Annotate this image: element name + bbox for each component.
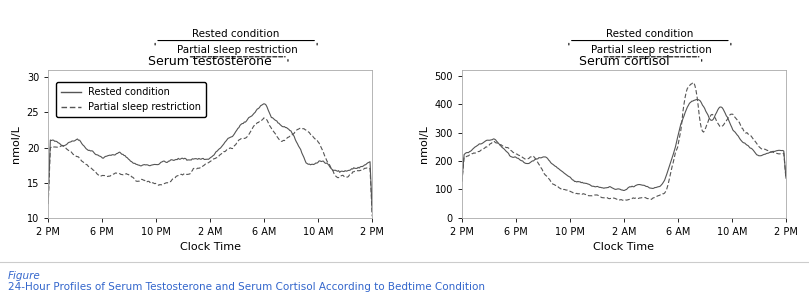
Text: Partial sleep restriction: Partial sleep restriction bbox=[177, 45, 298, 55]
X-axis label: Clock Time: Clock Time bbox=[594, 242, 654, 252]
Text: Figure: Figure bbox=[8, 271, 40, 281]
X-axis label: Clock Time: Clock Time bbox=[180, 242, 241, 252]
Text: Partial sleep restriction: Partial sleep restriction bbox=[591, 45, 712, 55]
Text: 24-Hour Profiles of Serum Testosterone and Serum Cortisol According to Bedtime C: 24-Hour Profiles of Serum Testosterone a… bbox=[8, 282, 485, 292]
Title: Serum testosterone: Serum testosterone bbox=[148, 55, 272, 68]
Y-axis label: nmol/L: nmol/L bbox=[11, 125, 21, 163]
Title: Serum cortisol: Serum cortisol bbox=[578, 55, 669, 68]
Text: Rested condition: Rested condition bbox=[193, 29, 280, 39]
Y-axis label: nmol/L: nmol/L bbox=[419, 125, 429, 163]
Text: Rested condition: Rested condition bbox=[606, 29, 693, 39]
Legend: Rested condition, Partial sleep restriction: Rested condition, Partial sleep restrict… bbox=[57, 82, 206, 117]
